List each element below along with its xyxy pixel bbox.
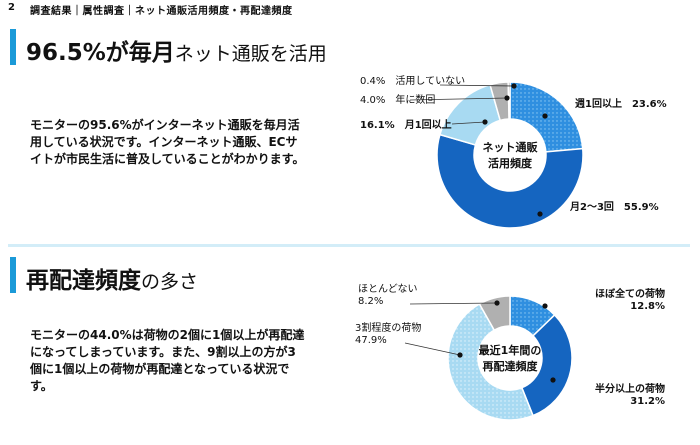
breadcrumb: 調査結果｜属性調査｜ネット通販活用頻度・再配達頻度 — [30, 6, 293, 17]
chart1-label-dot — [511, 83, 517, 89]
chart2-slice-label: 47.9% — [355, 335, 387, 346]
chart2-leader-line — [409, 302, 498, 305]
chart1-label-dot — [482, 119, 488, 125]
chart2-slice-label: 31.2% — [630, 396, 665, 407]
chart2-slice-3 — [447, 303, 534, 421]
chart1-slice-2 — [436, 133, 584, 229]
chart1-leader-line — [409, 97, 508, 101]
chart1-center-label: 活用頻度 — [488, 156, 533, 170]
chart1-label-dot — [504, 95, 510, 101]
section2-title-rest: の多さ — [141, 271, 199, 293]
chart2-label-dot — [494, 300, 500, 306]
page-number: 2 — [8, 2, 15, 13]
chart1-slice-label: 0.4% 活用していない — [360, 75, 465, 87]
chart2-label-dot — [457, 352, 463, 358]
chart2-label-dot — [542, 303, 548, 309]
chart1-slice-label: 4.0% 年に数回 — [360, 93, 435, 106]
chart1-slice-3 — [438, 83, 502, 146]
chart2-leader-line — [404, 342, 461, 356]
section2-title: 再配達頻度の多さ — [26, 261, 198, 295]
section2-accent-bar — [10, 257, 16, 293]
section1-title-rest: ネット通販を活用 — [174, 43, 327, 65]
chart2-slice-label: ほぼ全ての荷物 — [595, 287, 665, 300]
chart1-slice-label: 16.1% 月1回以上 — [360, 118, 452, 131]
chart2-center-label: 最近1年間の — [479, 343, 542, 357]
chart2-slice-label: ほとんどない — [358, 283, 418, 295]
chart1-label-dot — [542, 113, 548, 119]
chart2-slice-2 — [520, 313, 573, 417]
chart2-slice-4 — [478, 295, 511, 332]
section1-title: 96.5%が毎月ネット通販を活用 — [26, 33, 327, 67]
chart1-label-dot — [537, 211, 543, 217]
chart1-slice-5 — [507, 81, 511, 120]
section1-title-bold: 96.5%が毎月 — [26, 40, 175, 66]
chart2-center-label: 再配達頻度 — [483, 359, 539, 373]
section-divider — [8, 244, 690, 247]
chart2-slice-label: 半分以上の荷物 — [595, 382, 665, 395]
section2-description: モニターの44.0%は荷物の2個に1個以上が再配達になってしまっています。また、… — [30, 328, 305, 393]
chart2-slice-label: 8.2% — [358, 296, 383, 307]
section2-title-bold: 再配達頻度 — [26, 268, 141, 294]
chart2-slice-label: 3割程度の荷物 — [355, 321, 421, 334]
chart1-leader-line — [439, 84, 515, 87]
chart2-label-dot — [550, 377, 556, 383]
chart1-leader-line — [451, 121, 486, 125]
section1-accent-bar — [10, 29, 16, 65]
chart1-slice-label: 月2〜3回 55.9% — [569, 201, 659, 213]
chart2-slice-label: 12.8% — [630, 301, 665, 312]
section1-description: モニターの95.6%がインターネット通販を毎月活用している状況です。インターネッ… — [30, 118, 305, 166]
chart1-center-label: ネット通販 — [483, 140, 539, 154]
chart1-slice-label: 週1回以上 23.6% — [575, 97, 667, 110]
